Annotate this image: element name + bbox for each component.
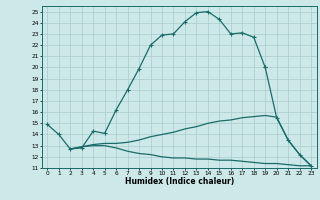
- X-axis label: Humidex (Indice chaleur): Humidex (Indice chaleur): [124, 177, 234, 186]
